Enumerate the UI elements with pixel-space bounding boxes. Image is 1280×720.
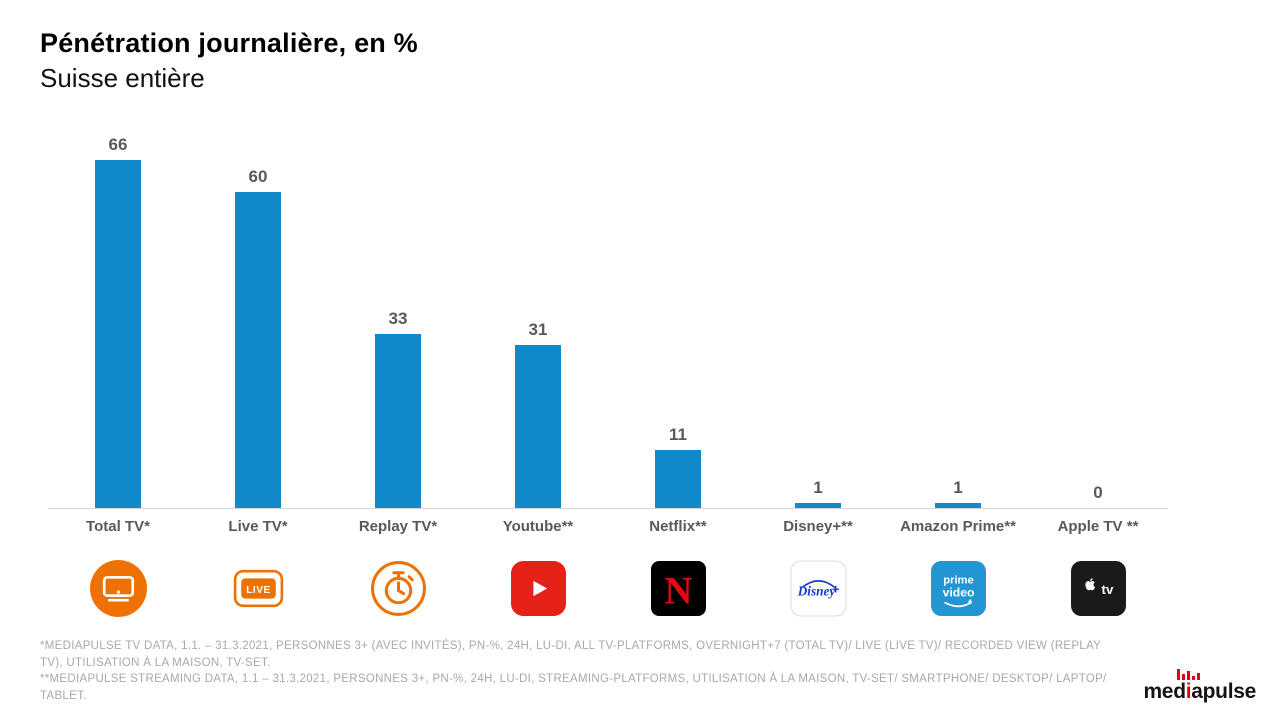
bar-area: 0 (1028, 131, 1168, 509)
logo-part2: i (1185, 680, 1192, 703)
disneyplus-icon: Disney + (790, 560, 847, 617)
bar-columns: 66 Total TV* 60 Live TV* LIVE 33 Replay TV* 31 Y… (48, 131, 1168, 617)
bar (795, 503, 841, 508)
bar-area: 1 (748, 131, 888, 509)
footnotes: *MEDIAPULSE TV DATA, 1.1. – 31.3.2021, P… (40, 638, 1110, 705)
bar-column: 60 Live TV* LIVE (188, 131, 328, 617)
tv-icon (89, 560, 147, 617)
svg-text:Disney: Disney (796, 584, 835, 599)
bar-value-label: 11 (669, 425, 687, 444)
bar (935, 503, 981, 508)
bar-value-label: 66 (108, 135, 128, 154)
bar (515, 345, 561, 508)
category-label: Netflix** (649, 518, 707, 535)
bar-area: 33 (328, 131, 468, 509)
bar-area: 31 (468, 131, 608, 509)
bar-value-label: 60 (248, 167, 268, 186)
bar-area: 66 (48, 131, 188, 509)
bar-chart: 66 Total TV* 60 Live TV* LIVE 33 Replay TV* 31 Y… (48, 131, 1168, 617)
svg-text:video: video (942, 586, 974, 600)
bar-column: 33 Replay TV* (328, 131, 468, 617)
svg-text:tv: tv (1101, 582, 1113, 597)
category-label: Youtube** (502, 518, 574, 535)
logo-text: mediapulse (1143, 680, 1256, 704)
footnote-tv-data: *MEDIAPULSE TV DATA, 1.1. – 31.3.2021, P… (40, 640, 1101, 669)
bar-area: 1 (888, 131, 1028, 509)
category-label: Disney+** (783, 518, 853, 535)
bar-value-label: 1 (953, 478, 963, 497)
bar-value-label: 31 (528, 320, 548, 339)
bar (375, 334, 421, 508)
bar-column: 31 Youtube** (468, 131, 608, 617)
bar-column: 1 Disney+** Disney + (748, 131, 888, 617)
netflix-icon: N (650, 560, 707, 617)
youtube-icon (510, 560, 567, 617)
chart-header: Pénétration journalière, en % Suisse ent… (40, 28, 418, 94)
category-label: Total TV* (86, 518, 150, 535)
pulse-ticks-icon (1177, 669, 1200, 680)
category-label: Amazon Prime** (900, 518, 1016, 535)
logo-part3: apulse (1191, 680, 1256, 703)
bar-column: 0 Apple TV ** tv (1028, 131, 1168, 617)
category-label: Apple TV ** (1057, 518, 1139, 535)
svg-text:N: N (664, 570, 692, 612)
footnote-streaming-data: **MEDIAPULSE STREAMING DATA, 1.1 – 31.3.… (40, 673, 1107, 703)
bar (655, 450, 701, 508)
bar (95, 160, 141, 508)
category-label: Live TV* (228, 518, 288, 535)
live-icon: LIVE (230, 560, 287, 617)
stopwatch-icon (370, 560, 427, 617)
bar-column: 1 Amazon Prime** prime video (888, 131, 1028, 617)
svg-text:prime: prime (943, 574, 973, 586)
bar-column: 66 Total TV* (48, 131, 188, 617)
mediapulse-logo: mediapulse (1143, 669, 1256, 704)
bar-value-label: 33 (388, 309, 408, 328)
bar-value-label: 0 (1093, 483, 1103, 502)
chart-title: Pénétration journalière, en % (40, 28, 418, 58)
svg-text:+: + (831, 582, 839, 597)
primevideo-icon: prime video (930, 560, 987, 617)
bar-column: 11 Netflix** N (608, 131, 748, 617)
svg-text:LIVE: LIVE (246, 585, 271, 596)
bar (235, 192, 281, 508)
bar-area: 60 (188, 131, 328, 509)
chart-subtitle: Suisse entière (40, 63, 205, 93)
bar-value-label: 1 (813, 478, 823, 497)
category-label: Replay TV* (358, 518, 438, 535)
bar-area: 11 (608, 131, 748, 509)
appletv-icon: tv (1070, 560, 1127, 617)
logo-part1: med (1143, 680, 1186, 703)
